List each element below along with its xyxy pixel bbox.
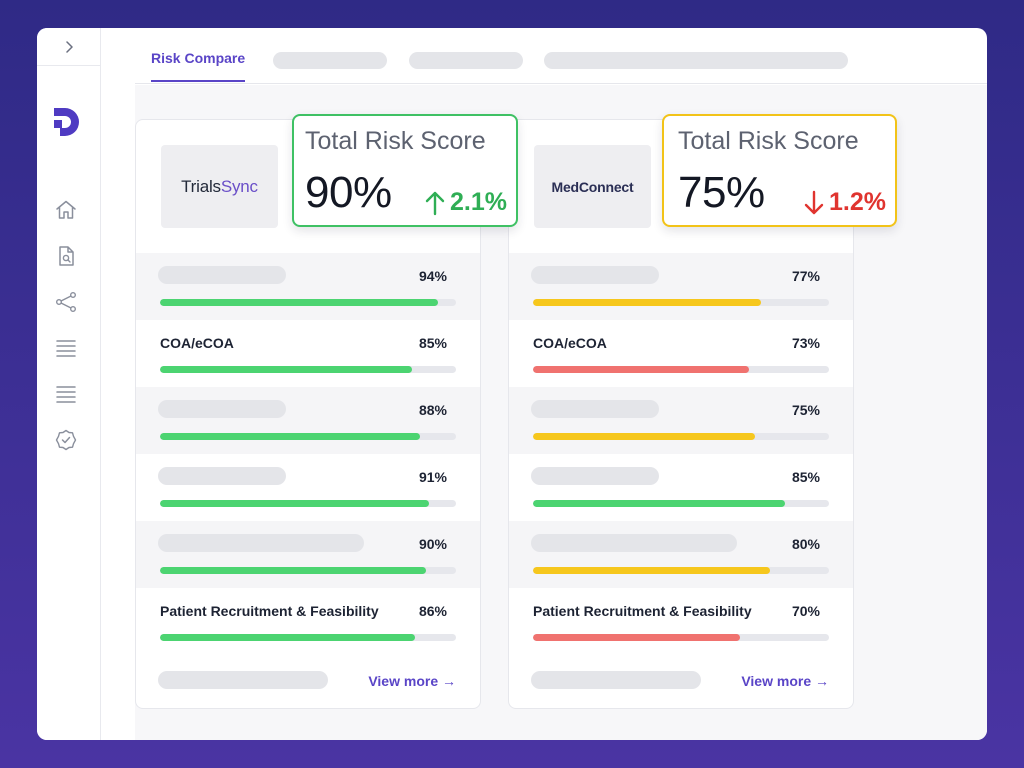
score-title: Total Risk Score [678,127,859,155]
progress-track [533,634,829,641]
metric-label: COA/eCOA [160,335,234,351]
card-header: MedConnect [509,120,853,254]
sidebar-collapse-button[interactable] [37,28,100,66]
sidebar [37,28,101,740]
company-logo: MedConnect [534,145,651,228]
progress-track [533,433,829,440]
footer-placeholder [531,671,701,689]
progress-track [160,634,456,641]
company-logo: TrialsSync [161,145,278,228]
progress-track [160,433,456,440]
progress-fill [533,500,785,507]
metric-percent: 85% [418,335,447,351]
progress-fill [533,299,761,306]
metric-row[interactable]: Patient Recruitment & Feasibility 70% [509,588,853,655]
metric-percent: 80% [791,536,820,552]
metric-label-placeholder [158,534,364,552]
brand-d-logo[interactable] [50,104,84,140]
tab-bar: Risk Compare [135,28,987,84]
progress-fill [160,433,421,440]
progress-fill [533,567,770,574]
score-delta-value: 1.2% [829,188,886,216]
metric-row[interactable]: 91% [136,454,480,521]
metric-row[interactable]: COA/eCOA 85% [136,320,480,387]
progress-fill [160,500,430,507]
metric-label-placeholder [531,534,737,552]
metric-label: Patient Recruitment & Feasibility [533,603,752,619]
progress-track [160,567,456,574]
progress-track [160,299,456,306]
progress-track [533,366,829,373]
tab-placeholder[interactable] [544,52,848,69]
progress-track [533,567,829,574]
metric-label-placeholder [158,400,286,418]
metric-label-placeholder [158,467,286,485]
score-delta: 1.2% [803,188,886,217]
score-value: 90% [305,168,392,217]
progress-track [160,500,456,507]
progress-fill [160,299,439,306]
metric-percent: 73% [791,335,820,351]
metric-percent: 70% [791,603,820,619]
metric-row[interactable]: 77% [509,253,853,320]
progress-fill [533,634,741,641]
metric-row[interactable]: 90% [136,521,480,588]
metric-percent: 77% [791,268,820,284]
tab-placeholder[interactable] [409,52,523,69]
metric-label-placeholder [531,266,659,284]
metric-row[interactable]: 80% [509,521,853,588]
footer-placeholder [158,671,328,689]
progress-fill [533,433,755,440]
progress-fill [160,366,412,373]
view-more-link[interactable]: View more → [368,673,456,689]
score-title: Total Risk Score [305,127,486,155]
score-delta-value: 2.1% [450,188,507,216]
share-nodes-icon[interactable] [54,290,78,314]
metric-row[interactable]: 85% [509,454,853,521]
progress-fill [533,366,750,373]
progress-track [533,299,829,306]
list-icon[interactable] [54,382,78,406]
card-header: TrialsSync [136,120,480,254]
metric-percent: 91% [418,469,447,485]
company-name-part: Sync [220,176,258,196]
metric-percent: 86% [418,603,447,619]
metric-percent: 90% [418,536,447,552]
metric-row[interactable]: COA/eCOA 73% [509,320,853,387]
total-risk-score-card: Total Risk Score 90% 2.1% [292,114,518,227]
home-icon[interactable] [54,198,78,222]
metric-row[interactable]: 94% [136,253,480,320]
document-search-icon[interactable] [54,244,78,268]
badge-check-icon[interactable] [54,428,78,452]
metric-percent: 88% [418,402,447,418]
progress-track [160,366,456,373]
arrow-down-icon [804,190,824,214]
progress-fill [160,634,415,641]
view-more-link[interactable]: View more → [741,673,829,689]
metric-label-placeholder [158,266,286,284]
score-delta: 2.1% [424,188,507,217]
score-value: 75% [678,168,765,217]
metric-row[interactable]: 75% [509,387,853,454]
tab-risk-compare[interactable]: Risk Compare [151,50,246,82]
progress-fill [160,567,427,574]
metric-label: Patient Recruitment & Feasibility [160,603,379,619]
list-icon[interactable] [54,336,78,360]
metric-label-placeholder [531,467,659,485]
arrow-up-icon [425,191,445,215]
progress-track [533,500,829,507]
metric-percent: 94% [418,268,447,284]
tab-placeholder[interactable] [273,52,387,69]
metric-label: COA/eCOA [533,335,607,351]
company-name-part: Trials [181,176,221,196]
metric-percent: 75% [791,402,820,418]
metric-label-placeholder [531,400,659,418]
metric-row[interactable]: 88% [136,387,480,454]
metric-percent: 85% [791,469,820,485]
total-risk-score-card: Total Risk Score 75% 1.2% [662,114,897,227]
chevron-right-icon [65,40,73,53]
metric-row[interactable]: Patient Recruitment & Feasibility 86% [136,588,480,655]
company-name: MedConnect [551,178,634,195]
